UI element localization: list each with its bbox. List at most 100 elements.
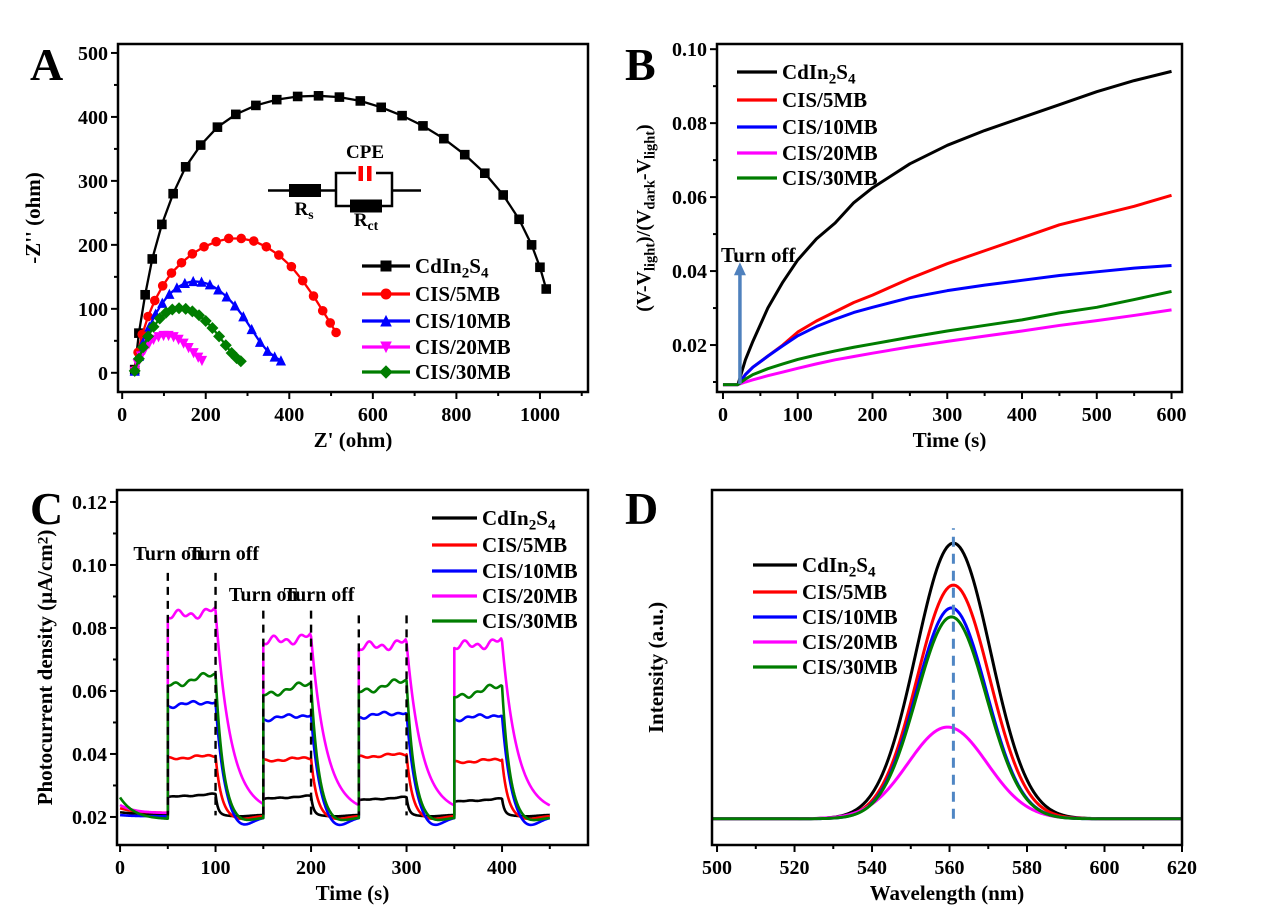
marker-diamond — [128, 364, 141, 377]
plot-area — [712, 541, 1181, 821]
cpe-label: CPE — [346, 142, 384, 163]
marker-diamond — [147, 320, 160, 333]
marker-circle — [308, 291, 319, 301]
y-tick-label: 0.10 — [72, 555, 107, 577]
marker-square — [439, 133, 449, 144]
marker-circle — [248, 236, 259, 246]
inset-equivalent-circuit: CPE Rs Rct — [268, 142, 421, 233]
series-line-cis-10mb — [119, 699, 551, 827]
turn-on-label: Turn on — [229, 584, 298, 606]
x-tick-label: 0 — [115, 857, 125, 879]
marker-diamond — [213, 330, 226, 343]
x-tick-label: 300 — [932, 404, 962, 426]
panel-b-voltage-decay-plot: 0 100 200 300 400 500 600 0.02 0.04 0.06 0.08 0.10 T… — [633, 39, 1187, 452]
legend-label-cis-10mb: CIS/10MB — [415, 309, 511, 333]
cpe-capacitor-plate — [367, 166, 372, 181]
marker-square — [480, 168, 490, 179]
y-tick-label: 300 — [78, 171, 108, 193]
y-tick-label: 0 — [98, 363, 108, 385]
x-tick-label: 100 — [201, 857, 231, 879]
x-tick-label: 620 — [1167, 857, 1197, 879]
x-axis-title: Time (s) — [316, 881, 390, 905]
marker-square — [334, 92, 345, 102]
marker-triangle-up — [221, 291, 232, 302]
plot-area — [722, 69, 1172, 387]
y-tick-label: 0.04 — [672, 261, 707, 283]
marker-square — [541, 284, 552, 294]
marker-triangle-down — [380, 341, 392, 354]
marker-triangle-up — [204, 279, 216, 290]
legend-label-cis-30mb: CIS/30MB — [415, 360, 511, 384]
legend-label-cis-5mb: CIS/5MB — [802, 580, 887, 604]
parallel-box-top — [334, 171, 394, 191]
panel-d-pl-spectra-plot: 500 520 540 560 580 600 620 Wavelength (nm) Inte… — [644, 488, 1197, 905]
legend-label-cis-5mb: CIS/5MB — [782, 88, 867, 112]
y-tick-label: 200 — [78, 235, 108, 257]
marker-square — [526, 240, 537, 250]
marker-diamond — [132, 352, 145, 365]
series-line-cis-30mb — [722, 289, 1172, 387]
marker-triangle-up — [380, 314, 392, 327]
legend-label-cis-5mb: CIS/5MB — [415, 282, 500, 306]
legend-label-cis-30mb: CIS/30MB — [802, 655, 898, 679]
marker-circle — [166, 268, 177, 278]
plot-frame — [116, 42, 590, 394]
x-tick-label: 600 — [1157, 404, 1187, 426]
marker-circle — [211, 236, 221, 247]
marker-circle — [286, 261, 297, 272]
marker-square — [376, 102, 386, 113]
legend-label-cis-10mb: CIS/10MB — [802, 605, 898, 629]
y-tick-label: 0.08 — [672, 113, 707, 135]
marker-triangle-up — [179, 277, 190, 289]
y-tick-label: 500 — [78, 43, 108, 65]
rs-label: Rs — [294, 199, 313, 222]
marker-circle — [187, 249, 198, 259]
marker-diamond — [219, 339, 232, 352]
marker-square — [180, 162, 191, 172]
x-tick-label: 1000 — [520, 404, 560, 426]
plot-frame — [710, 488, 1184, 847]
marker-triangle-up — [246, 323, 257, 335]
marker-circle — [236, 233, 247, 244]
y-tick-label: 0.08 — [72, 618, 107, 640]
legend-label-cis-10mb: CIS/10MB — [482, 559, 578, 583]
marker-square — [140, 289, 150, 300]
y-tick-label: 100 — [78, 299, 108, 321]
series-line-cdin2s4 — [722, 69, 1172, 387]
y-tick-label: 0.12 — [72, 492, 107, 514]
marker-square — [380, 260, 392, 272]
marker-square — [231, 109, 241, 120]
legend-label-cis-5mb: CIS/5MB — [482, 533, 567, 557]
marker-circle — [176, 257, 187, 268]
y-tick-label: 0.04 — [72, 744, 107, 766]
marker-circle — [331, 327, 341, 338]
marker-triangle-up — [171, 282, 183, 293]
marker-square — [157, 219, 167, 230]
marker-diamond — [379, 365, 393, 379]
marker-circle — [149, 295, 160, 306]
x-tick-label: 200 — [857, 404, 887, 426]
marker-triangle-down — [183, 343, 194, 354]
x-tick-label: 600 — [358, 404, 388, 426]
axes: 0 100 200 300 400 500 600 0.02 0.04 0.06 0.08 0.10 T… — [633, 39, 1187, 452]
x-tick-label: 0 — [718, 404, 728, 426]
marker-diamond — [142, 330, 155, 343]
plot-frame — [115, 488, 590, 847]
marker-square — [212, 122, 223, 132]
y-axis-title: -Z'' (ohm) — [21, 172, 45, 264]
marker-circle — [274, 250, 284, 260]
y-axis-title: Photocurrent density (μA/cm2) — [33, 530, 57, 806]
plot-area — [128, 91, 552, 377]
marker-square — [271, 94, 282, 105]
legend-label-cis-30mb: CIS/30MB — [482, 609, 578, 633]
marker-square — [498, 190, 508, 200]
y-axis-title: (V-Vlight)/(Vdark-Vlight) — [633, 124, 658, 311]
x-axis-title: Time (s) — [913, 428, 987, 452]
marker-square — [418, 121, 428, 131]
y-tick-label: 0.02 — [72, 807, 107, 829]
